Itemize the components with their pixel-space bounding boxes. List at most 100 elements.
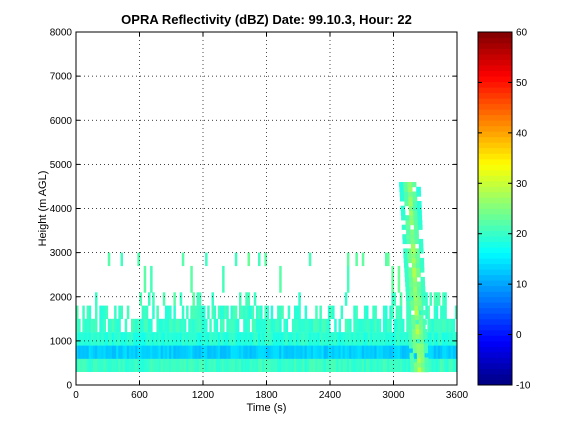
heatmap-cell [281, 332, 284, 346]
heatmap-cell [198, 332, 202, 346]
heatmap-cell [440, 305, 443, 320]
heatmap-cell [413, 362, 418, 368]
heatmap-cell [422, 319, 427, 325]
colorbar-segment [478, 202, 512, 209]
heatmap-cell [181, 358, 185, 372]
heatmap-cell [418, 238, 424, 245]
heatmap-cell [222, 265, 225, 293]
heatmap-cell [131, 345, 134, 359]
heatmap-cell [417, 295, 422, 302]
heatmap-cell [414, 234, 419, 240]
heatmap-cell [403, 182, 408, 188]
heatmap-cell [192, 318, 195, 333]
heatmap-cell [355, 358, 358, 372]
heatmap-cell [291, 358, 295, 372]
heatmap-cell [95, 318, 98, 333]
heatmap-cell [80, 345, 83, 359]
colorbar-segment [478, 76, 512, 83]
heatmap-cell [376, 332, 380, 346]
heatmap-cell [253, 345, 257, 359]
heatmap-cell [177, 318, 181, 333]
heatmap-cell [361, 358, 365, 372]
heatmap-cell [126, 305, 130, 320]
colorbar-segment [478, 48, 512, 55]
heatmap-cell [400, 196, 405, 202]
heatmap-cell [148, 292, 151, 306]
heatmap-cell [205, 332, 208, 346]
heatmap-cell [230, 318, 233, 333]
heatmap-cell [429, 318, 432, 333]
heatmap-cell [160, 345, 164, 359]
heatmap-cell [219, 318, 223, 333]
colorbar-segment [478, 335, 512, 342]
heatmap-cell [344, 318, 348, 333]
heatmap-cell [342, 345, 346, 359]
heatmap-cell [285, 318, 289, 333]
heatmap-cell [304, 358, 308, 372]
heatmap-cell [285, 345, 289, 359]
heatmap-cell [150, 318, 153, 333]
heatmap-cell [266, 318, 269, 333]
heatmap-cell [406, 310, 412, 316]
heatmap-cell [120, 332, 123, 346]
heatmap-cell [114, 345, 117, 359]
heatmap-cell [452, 332, 456, 346]
heatmap-cell [226, 305, 229, 320]
heatmap-cell [363, 318, 367, 333]
heatmap-cell [101, 345, 104, 359]
heatmap-cell [270, 345, 274, 359]
heatmap-cell [251, 305, 255, 320]
heatmap-cell [423, 329, 428, 335]
heatmap-cell [196, 358, 200, 372]
heatmap-cell [194, 345, 197, 359]
heatmap-cell [194, 358, 197, 372]
heatmap-cell [209, 318, 212, 333]
heatmap-cell [423, 343, 428, 349]
heatmap-cell [409, 357, 414, 363]
heatmap-cell [213, 345, 217, 359]
heatmap-cell [173, 332, 176, 346]
heatmap-cell [80, 358, 83, 372]
heatmap-cell [162, 318, 166, 333]
heatmap-cell [402, 318, 405, 333]
heatmap-cell [183, 332, 187, 346]
heatmap-cell [315, 318, 318, 333]
heatmap-cell [277, 305, 280, 320]
heatmap-cell [76, 345, 79, 359]
y-axis-label: Height (m AGL) [37, 171, 49, 247]
heatmap-cell [224, 305, 227, 320]
heatmap-cell [186, 345, 189, 359]
heatmap-cell [289, 345, 293, 359]
heatmap-cell [427, 305, 430, 320]
heatmap-cell [424, 367, 429, 373]
heatmap-cell [211, 345, 214, 359]
heatmap-cell [239, 305, 242, 320]
heatmap-cell [215, 345, 219, 359]
heatmap-cell [80, 332, 83, 346]
heatmap-cell [355, 305, 358, 320]
heatmap-cell [411, 262, 417, 268]
heatmap-cell [179, 332, 183, 346]
heatmap-cell [406, 358, 409, 372]
x-tick-label: 2400 [319, 390, 342, 401]
heatmap-cell [298, 345, 301, 359]
heatmap-cell [389, 305, 392, 320]
heatmap-cell [378, 332, 382, 346]
heatmap-cell [219, 305, 223, 320]
heatmap-cell [351, 358, 354, 372]
heatmap-cell [198, 318, 202, 333]
heatmap-cell [95, 292, 98, 306]
heatmap-cell [211, 358, 214, 372]
heatmap-cell [382, 345, 386, 359]
heatmap-cell [414, 300, 419, 306]
heatmap-cell [203, 318, 206, 333]
heatmap-cell [148, 332, 151, 346]
heatmap-cell [380, 358, 384, 372]
heatmap-cell [188, 332, 191, 346]
heatmap-cell [404, 201, 410, 207]
heatmap-cell [308, 358, 312, 372]
colorbar-segment [478, 158, 512, 165]
heatmap-cell [217, 305, 221, 320]
heatmap-cell [304, 305, 308, 320]
heatmap-cell [444, 345, 447, 359]
